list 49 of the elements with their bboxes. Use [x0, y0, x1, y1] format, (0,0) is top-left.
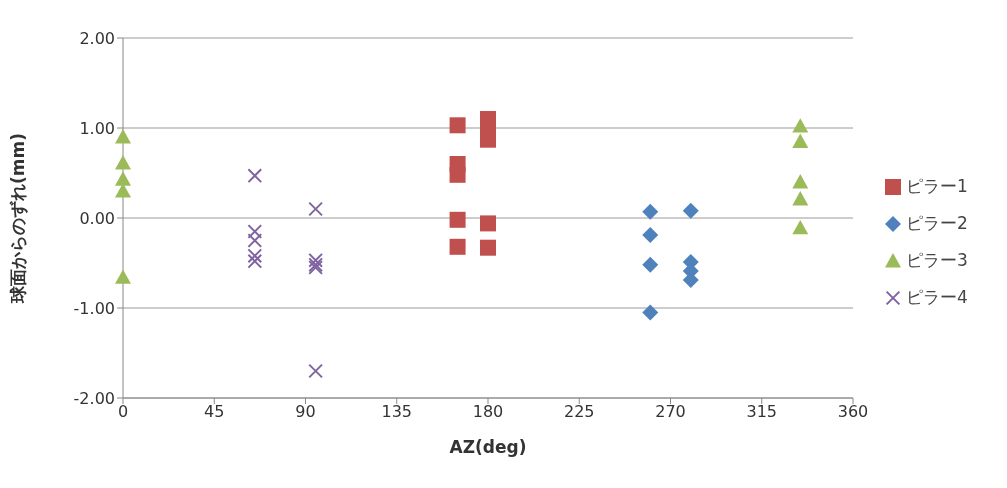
point [449, 238, 466, 255]
x-tick-label: 45 [204, 402, 225, 422]
point [792, 118, 809, 133]
point [247, 248, 263, 264]
x-tick-label: 0 [117, 402, 129, 422]
legend-label: ピラー2 [906, 212, 968, 235]
point [115, 269, 131, 284]
x-axis-title: AZ(deg) [449, 437, 527, 457]
point [247, 253, 263, 269]
x-tick-label: 270 [655, 402, 686, 422]
point [308, 201, 324, 217]
x-tick-label: 135 [381, 402, 413, 422]
y-tick-label: 1.00 [79, 118, 115, 138]
y-tick-label: -1.00 [73, 298, 115, 318]
point [792, 133, 809, 148]
point [247, 233, 263, 248]
y-axis-title: 球面からのずれ(mm) [8, 133, 29, 304]
point [682, 202, 699, 219]
point [449, 211, 466, 228]
point [308, 363, 324, 379]
y-tick-label: 2.00 [79, 28, 115, 48]
point [247, 224, 263, 239]
point [792, 219, 809, 235]
legend-label: ピラー3 [906, 249, 968, 272]
y-tick-label: -2.00 [73, 388, 115, 408]
point [115, 155, 131, 170]
x-tick-label: 180 [472, 402, 504, 422]
point [115, 129, 131, 144]
point [480, 239, 496, 256]
y-tick-label: 0.00 [79, 208, 115, 228]
legend-label: ピラー1 [906, 175, 968, 198]
x-tick-label: 315 [746, 402, 778, 422]
x-tick-label: 360 [837, 402, 869, 422]
legend-label: ピラー4 [906, 286, 968, 309]
point [792, 191, 809, 206]
point [642, 256, 659, 273]
point [792, 174, 809, 189]
point [449, 166, 466, 183]
point [115, 183, 131, 198]
point [642, 304, 659, 321]
x-tick-label: 225 [563, 402, 595, 422]
point [247, 168, 263, 184]
x-tick-label: 90 [295, 402, 316, 422]
point [308, 252, 324, 268]
point [642, 227, 659, 244]
point [480, 215, 496, 232]
point [642, 203, 659, 220]
point [449, 117, 466, 134]
point [115, 171, 131, 186]
